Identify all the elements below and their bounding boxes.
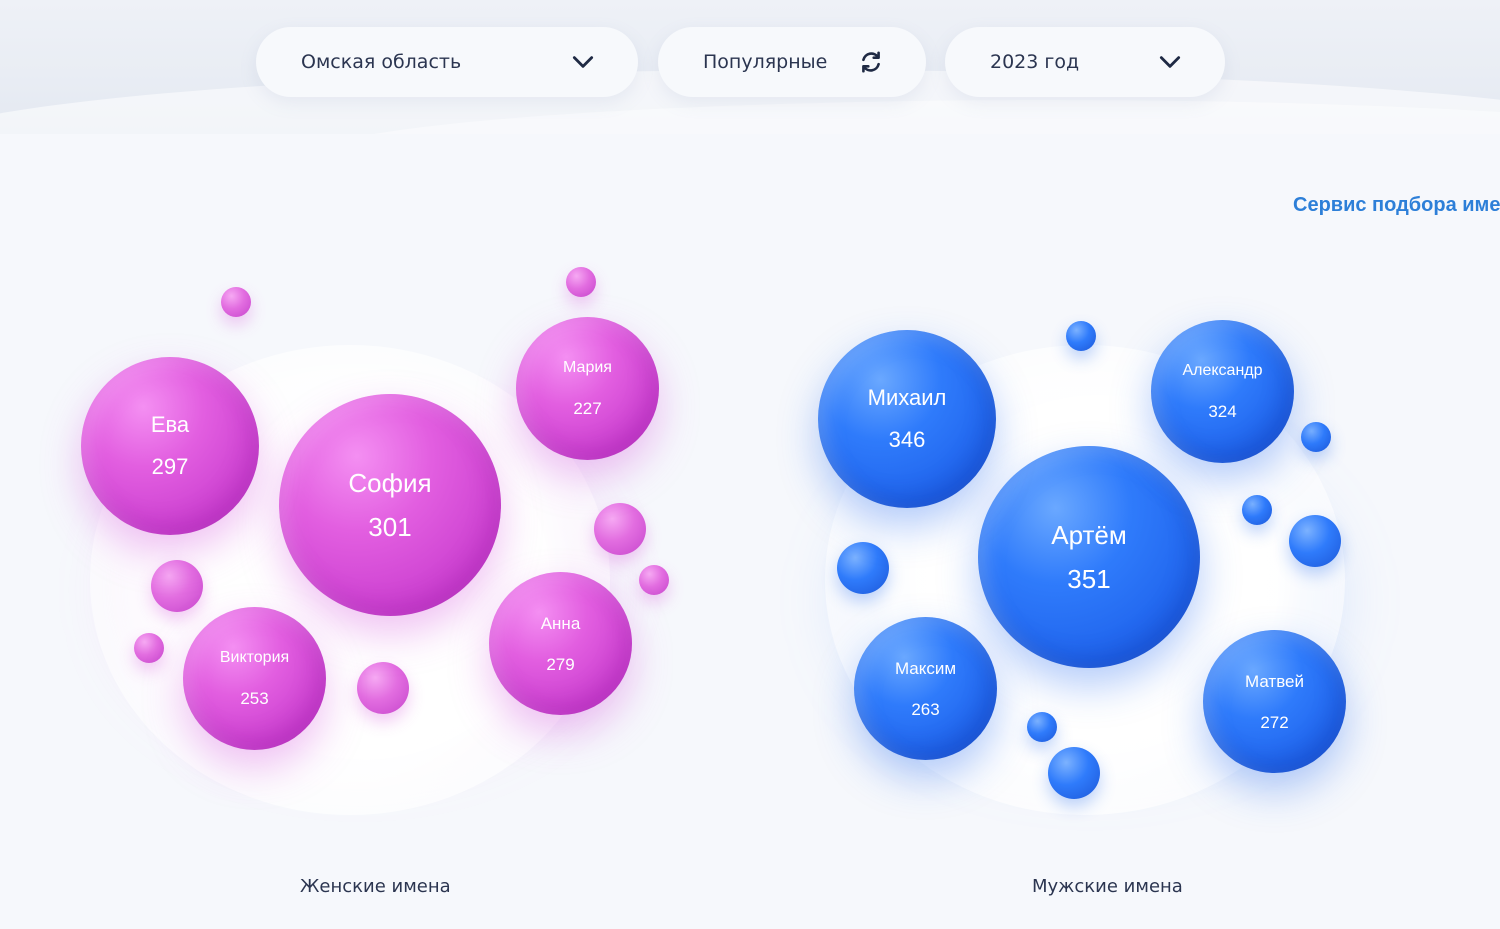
name-bubble[interactable]: Максим 263 xyxy=(854,617,997,760)
year-select-value: 2023 год xyxy=(990,51,1080,73)
decorative-bubble xyxy=(594,503,646,555)
name-bubble[interactable]: Артём 351 xyxy=(978,446,1200,668)
name-bubble-name: Мария xyxy=(563,359,612,376)
sort-toggle[interactable]: Популярные xyxy=(658,27,926,97)
name-bubble-count: 297 xyxy=(151,454,189,479)
name-bubble-name: София xyxy=(348,468,432,498)
female-names-caption: Женские имена xyxy=(300,876,451,897)
name-bubble[interactable]: Виктория 253 xyxy=(183,607,326,750)
name-bubble-name: Ева xyxy=(150,412,190,437)
decorative-bubble xyxy=(1242,495,1272,525)
decorative-bubble xyxy=(639,565,669,595)
decorative-bubble xyxy=(1066,321,1096,351)
name-bubble-name: Максим xyxy=(894,658,957,678)
male-names-caption: Мужские имена xyxy=(1032,876,1183,897)
name-bubble-count: 272 xyxy=(1260,712,1289,732)
name-bubble[interactable]: Мария 227 xyxy=(516,317,659,460)
name-bubble[interactable]: Матвей 272 xyxy=(1203,630,1346,773)
name-picker-service-link[interactable]: Сервис подбора имени xyxy=(1293,194,1500,216)
chevron-down-icon xyxy=(572,56,594,68)
year-select[interactable]: 2023 год xyxy=(945,27,1225,97)
sort-toggle-label: Популярные xyxy=(703,51,828,73)
decorative-bubble xyxy=(134,633,164,663)
name-bubble[interactable]: Александр 324 xyxy=(1151,320,1294,463)
name-bubble-name: Анна xyxy=(540,613,581,633)
decorative-bubble xyxy=(1048,747,1100,799)
name-bubble[interactable]: Михаил 346 xyxy=(818,330,996,508)
name-bubble-count: 301 xyxy=(368,512,412,542)
name-bubble-count: 351 xyxy=(1067,564,1111,594)
name-bubble-name: Виктория xyxy=(219,649,290,666)
name-bubble-name: Артём xyxy=(1051,520,1127,550)
decorative-bubble xyxy=(1027,712,1057,742)
name-bubble-count: 324 xyxy=(1208,402,1237,421)
name-bubble-name: Матвей xyxy=(1244,671,1304,691)
name-bubble-count: 227 xyxy=(573,399,602,418)
name-bubble-name: Михаил xyxy=(867,385,947,410)
refresh-icon xyxy=(862,51,880,73)
filter-header-band xyxy=(0,0,1500,134)
name-bubble-name: Александр xyxy=(1182,362,1263,379)
decorative-bubble xyxy=(566,267,596,297)
region-select-value: Омская область xyxy=(301,51,462,73)
decorative-bubble xyxy=(221,287,251,317)
name-bubble[interactable]: Ева 297 xyxy=(81,357,259,535)
decorative-bubble xyxy=(1301,422,1331,452)
decorative-bubble xyxy=(837,542,889,594)
name-bubble-count: 263 xyxy=(911,699,940,719)
name-bubble-count: 279 xyxy=(546,654,575,674)
decorative-bubble xyxy=(151,560,203,612)
name-bubble-count: 346 xyxy=(888,427,926,452)
decorative-bubble xyxy=(1289,515,1341,567)
chevron-down-icon xyxy=(1159,56,1181,68)
region-select[interactable]: Омская область xyxy=(256,27,638,97)
name-bubble-count: 253 xyxy=(240,689,269,708)
decorative-bubble xyxy=(357,662,409,714)
name-bubble[interactable]: София 301 xyxy=(279,394,501,616)
name-bubble[interactable]: Анна 279 xyxy=(489,572,632,715)
